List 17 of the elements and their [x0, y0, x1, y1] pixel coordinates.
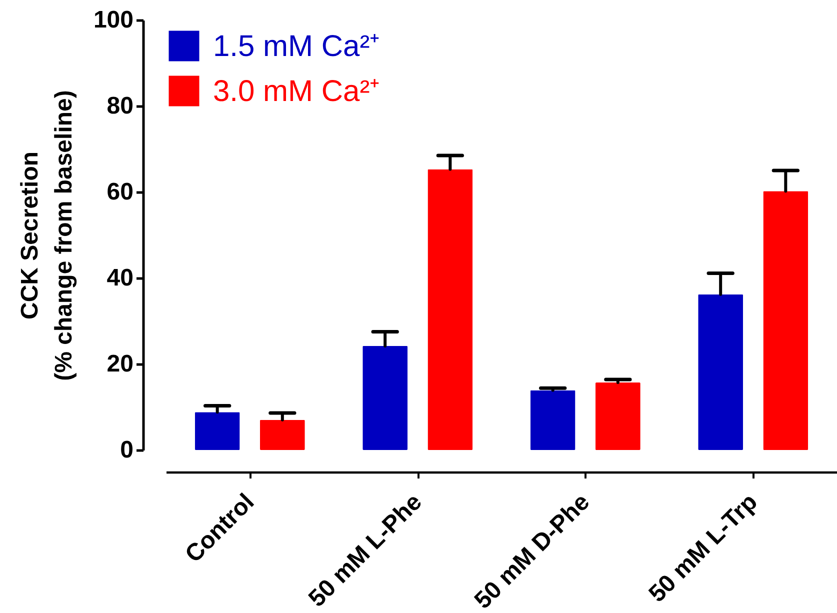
bar [428, 169, 473, 450]
y-axis-title: CCK Secretion (% change from baseline) [16, 90, 78, 381]
y-tick-label: 0 [120, 436, 134, 464]
y-tick-label: 20 [106, 350, 134, 378]
y-tick-label: 80 [106, 92, 134, 120]
bar [362, 346, 408, 450]
bar [763, 191, 808, 450]
bar [194, 412, 240, 450]
y-tick-label: 40 [106, 264, 134, 292]
bar [530, 390, 576, 450]
bar [595, 382, 640, 450]
y-tick-label: 100 [93, 6, 134, 34]
y-tick-label: 60 [106, 178, 134, 206]
bar [260, 420, 305, 450]
bar [698, 294, 744, 450]
legend-label: 1.5 mM Ca²⁺ [213, 30, 380, 63]
legend-label: 3.0 mM Ca²⁺ [213, 75, 380, 108]
